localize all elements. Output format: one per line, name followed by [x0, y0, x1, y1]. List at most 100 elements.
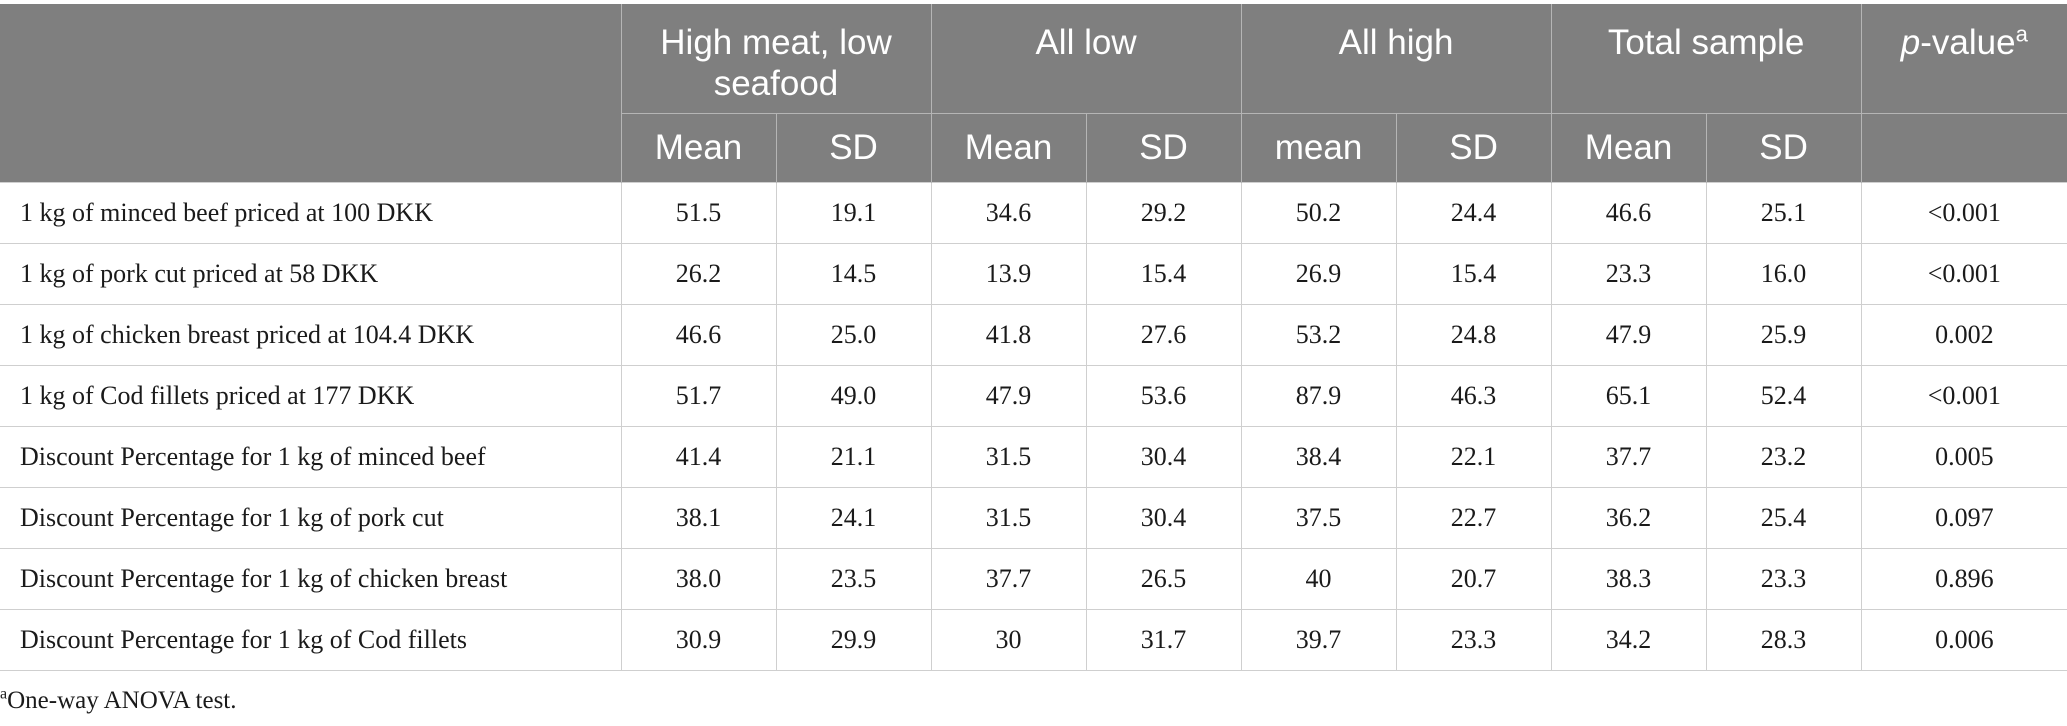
sd-cell: 14.5	[775, 242, 932, 305]
sd-cell: 29.9	[775, 608, 932, 671]
sd-cell: 30.4	[1085, 425, 1242, 488]
sd-cell: 23.3	[1705, 547, 1862, 610]
row-label: 1 kg of pork cut priced at 58 DKK	[0, 242, 622, 305]
sd-cell: 23.3	[1395, 608, 1552, 671]
mean-cell: 34.2	[1550, 608, 1707, 671]
header-row-groups: High meat, low seafood All low All high …	[0, 4, 2067, 182]
pvalue-cell: 0.005	[1860, 425, 2067, 488]
mean-cell: 31.5	[930, 425, 1087, 488]
subheader-sd: SD	[1706, 112, 1862, 182]
sd-cell: 22.1	[1395, 425, 1552, 488]
footnote-marker: a	[0, 685, 8, 703]
header-group-high-meat-low-seafood: High meat, low seafood	[621, 4, 932, 113]
pvalue-cell: 0.097	[1860, 486, 2067, 549]
subheader-mean: mean	[1241, 112, 1397, 182]
sd-cell: 24.4	[1395, 181, 1552, 244]
mean-cell: 51.7	[620, 364, 777, 427]
mean-cell: 37.7	[930, 547, 1087, 610]
header-group-total-sample: Total sample	[1551, 4, 1862, 113]
subheader-sd: SD	[776, 112, 932, 182]
mean-cell: 26.9	[1240, 242, 1397, 305]
table-row: Discount Percentage for 1 kg of chicken …	[0, 547, 2067, 610]
mean-cell: 37.5	[1240, 486, 1397, 549]
pvalue-cell: <0.001	[1860, 364, 2067, 427]
sd-cell: 53.6	[1085, 364, 1242, 427]
sd-cell: 29.2	[1085, 181, 1242, 244]
pvalue-italic-p: p	[1900, 23, 1921, 62]
subheader-mean: Mean	[931, 112, 1087, 182]
pvalue-cell: <0.001	[1860, 181, 2067, 244]
row-label: 1 kg of Cod fillets priced at 177 DKK	[0, 364, 622, 427]
sd-cell: 24.1	[775, 486, 932, 549]
table-row: 1 kg of minced beef priced at 100 DKK 51.…	[0, 181, 2067, 244]
sd-cell: 25.0	[775, 303, 932, 366]
mean-cell: 30.9	[620, 608, 777, 671]
table-row: 1 kg of pork cut priced at 58 DKK 26.2 14.…	[0, 242, 2067, 305]
mean-cell: 50.2	[1240, 181, 1397, 244]
sd-cell: 30.4	[1085, 486, 1242, 549]
sd-cell: 15.4	[1085, 242, 1242, 305]
sd-cell: 24.8	[1395, 303, 1552, 366]
mean-cell: 47.9	[1550, 303, 1707, 366]
mean-cell: 53.2	[1240, 303, 1397, 366]
header-row-stats: Mean SD Mean SD mean SD Mean SD	[0, 112, 2067, 182]
mean-cell: 38.4	[1240, 425, 1397, 488]
table-row: Discount Percentage for 1 kg of pork cut…	[0, 486, 2067, 549]
sd-cell: 16.0	[1705, 242, 1862, 305]
pvalue-cell: 0.006	[1860, 608, 2067, 671]
header-group-all-high: All high	[1241, 4, 1552, 113]
header-group-all-low: All low	[931, 4, 1242, 113]
sd-cell: 31.7	[1085, 608, 1242, 671]
mean-cell: 39.7	[1240, 608, 1397, 671]
row-label: Discount Percentage for 1 kg of minced b…	[0, 425, 622, 488]
sd-cell: 25.1	[1705, 181, 1862, 244]
sd-cell: 52.4	[1705, 364, 1862, 427]
mean-cell: 26.2	[620, 242, 777, 305]
sd-cell: 25.9	[1705, 303, 1862, 366]
sd-cell: 23.2	[1705, 425, 1862, 488]
table-row: Discount Percentage for 1 kg of minced b…	[0, 425, 2067, 488]
pvalue-cell: 0.896	[1860, 547, 2067, 610]
sd-cell: 46.3	[1395, 364, 1552, 427]
table-row: Discount Percentage for 1 kg of Cod fill…	[0, 608, 2067, 671]
sd-cell: 26.5	[1085, 547, 1242, 610]
row-label: Discount Percentage for 1 kg of chicken …	[0, 547, 622, 610]
row-label: 1 kg of minced beef priced at 100 DKK	[0, 181, 622, 244]
subheader-mean: Mean	[621, 112, 777, 182]
mean-cell: 31.5	[930, 486, 1087, 549]
table-row: 1 kg of chicken breast priced at 104.4 D…	[0, 303, 2067, 366]
mean-cell: 34.6	[930, 181, 1087, 244]
subheader-pvalue-blank	[1861, 112, 2067, 182]
sd-cell: 20.7	[1395, 547, 1552, 610]
sd-cell: 28.3	[1705, 608, 1862, 671]
mean-cell: 46.6	[620, 303, 777, 366]
mean-cell: 46.6	[1550, 181, 1707, 244]
row-label: Discount Percentage for 1 kg of pork cut	[0, 486, 622, 549]
mean-cell: 38.3	[1550, 547, 1707, 610]
sd-cell: 25.4	[1705, 486, 1862, 549]
mean-cell: 13.9	[930, 242, 1087, 305]
row-label: 1 kg of chicken breast priced at 104.4 D…	[0, 303, 622, 366]
pvalue-footnote-marker: a	[2015, 21, 2028, 47]
sd-cell: 23.5	[775, 547, 932, 610]
mean-cell: 40	[1240, 547, 1397, 610]
sd-cell: 22.7	[1395, 486, 1552, 549]
header-pvalue: p-valuea	[1861, 4, 2067, 113]
pvalue-label: -value	[1920, 23, 2016, 62]
sd-cell: 21.1	[775, 425, 932, 488]
pvalue-cell: <0.001	[1860, 242, 2067, 305]
pvalue-cell: 0.002	[1860, 303, 2067, 366]
table-body: 1 kg of minced beef priced at 100 DKK 51.…	[0, 181, 2067, 671]
sd-cell: 49.0	[775, 364, 932, 427]
mean-cell: 65.1	[1550, 364, 1707, 427]
table-footnote: aOne-way ANOVA test.	[0, 685, 237, 715]
footnote-text: One-way ANOVA test.	[7, 687, 237, 714]
row-label: Discount Percentage for 1 kg of Cod fill…	[0, 608, 622, 671]
mean-cell: 30	[930, 608, 1087, 671]
mean-cell: 47.9	[930, 364, 1087, 427]
sd-cell: 19.1	[775, 181, 932, 244]
header-corner-cell	[0, 4, 622, 182]
table-row: 1 kg of Cod fillets priced at 177 DKK 51.…	[0, 364, 2067, 427]
mean-cell: 51.5	[620, 181, 777, 244]
mean-cell: 87.9	[1240, 364, 1397, 427]
